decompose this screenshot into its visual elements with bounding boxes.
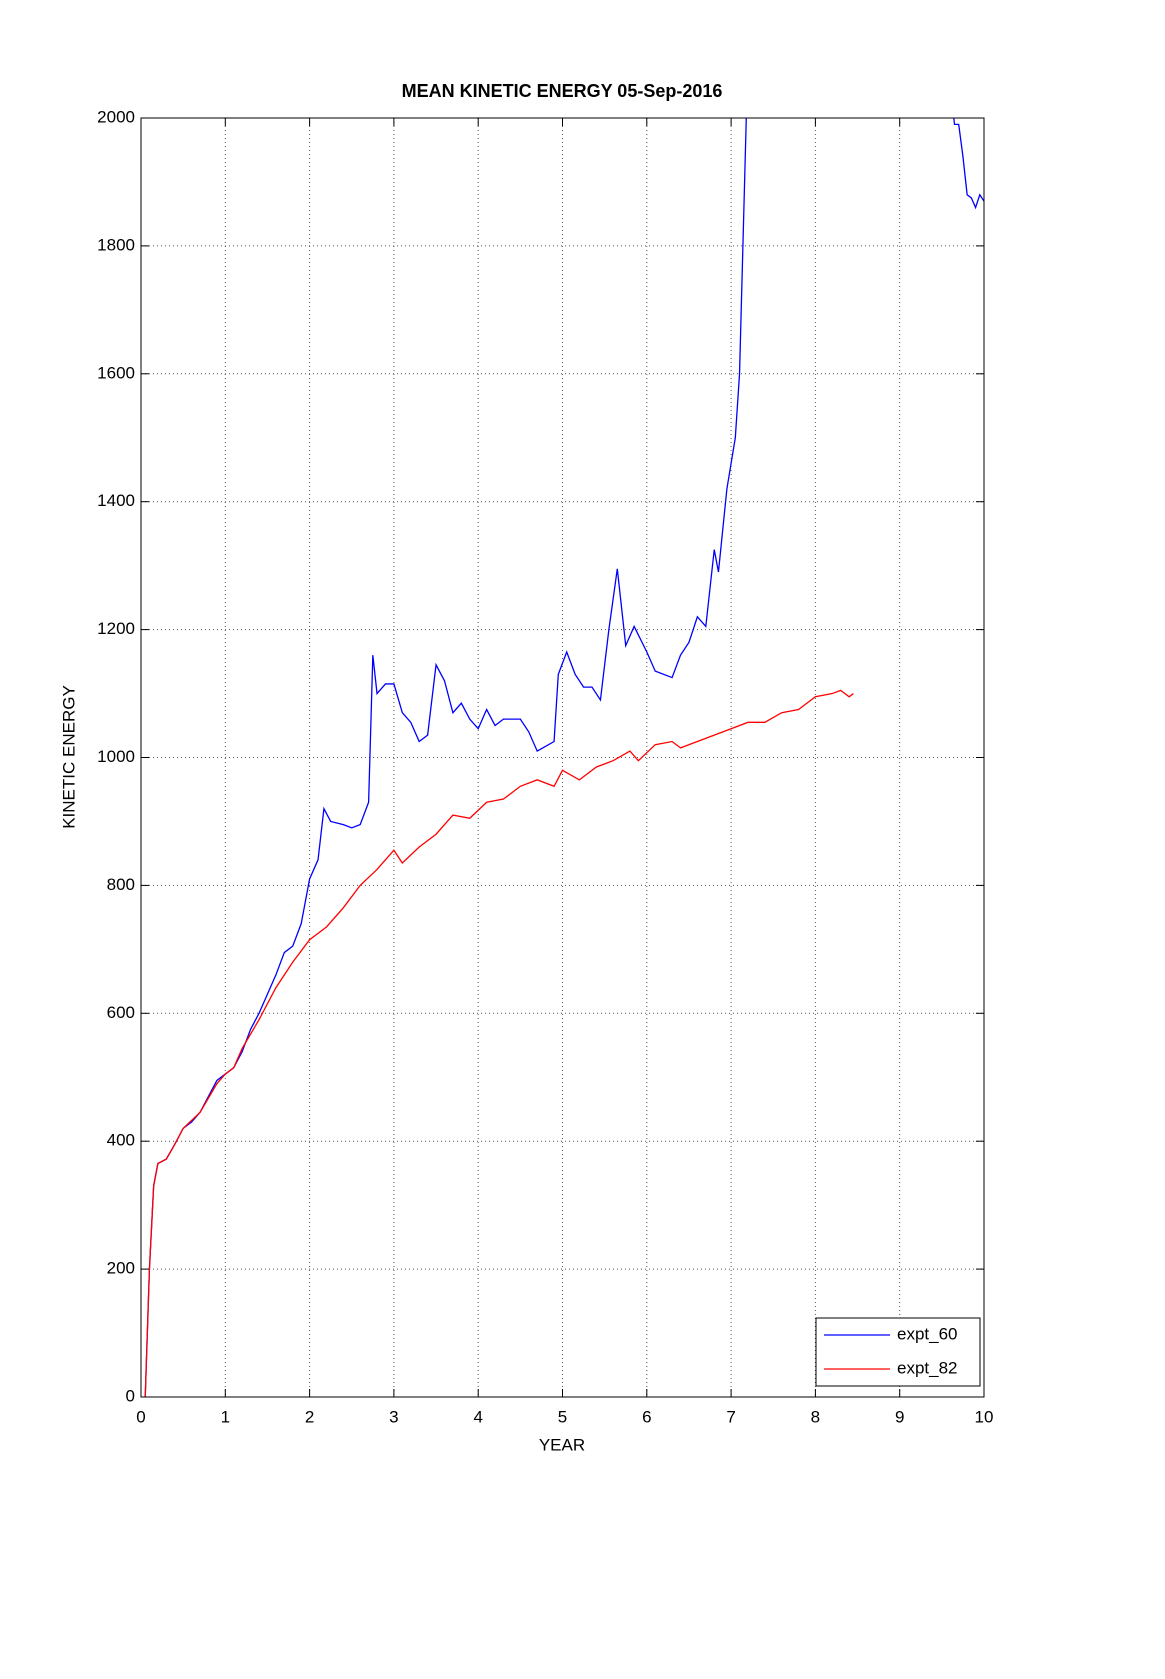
chart-title: MEAN KINETIC ENERGY 05-Sep-2016 <box>402 81 723 101</box>
x-tick-label: 0 <box>136 1407 145 1426</box>
y-tick-label: 1200 <box>97 619 135 638</box>
x-tick-label: 2 <box>305 1407 314 1426</box>
y-tick-label: 1600 <box>97 363 135 382</box>
x-tick-label: 6 <box>642 1407 651 1426</box>
x-tick-label: 4 <box>473 1407 482 1426</box>
y-tick-label: 400 <box>107 1131 135 1150</box>
series-line <box>144 689 854 1397</box>
x-tick-label: 3 <box>389 1407 398 1426</box>
x-tick-label: 1 <box>221 1407 230 1426</box>
x-tick-label: 9 <box>895 1407 904 1426</box>
y-tick-label: 1800 <box>97 235 135 254</box>
y-tick-label: 800 <box>107 875 135 894</box>
x-axis-label: YEAR <box>539 1435 585 1454</box>
legend-box <box>815 1317 981 1387</box>
x-tick-label: 5 <box>558 1407 567 1426</box>
y-tick-label: 1400 <box>97 491 135 510</box>
x-tick-label: 8 <box>811 1407 820 1426</box>
y-tick-label: 0 <box>126 1386 135 1405</box>
legend-label: expt_60 <box>897 1324 958 1343</box>
y-tick-label: 200 <box>107 1259 135 1278</box>
x-tick-label: 7 <box>726 1407 735 1426</box>
y-tick-label: 2000 <box>97 107 135 126</box>
legend-label: expt_82 <box>897 1358 958 1377</box>
series-line <box>953 118 984 210</box>
y-axis-label: KINETIC ENERGY <box>59 685 78 829</box>
y-tick-label: 600 <box>107 1003 135 1022</box>
x-tick-label: 10 <box>975 1407 994 1426</box>
y-tick-label: 1000 <box>97 747 135 766</box>
